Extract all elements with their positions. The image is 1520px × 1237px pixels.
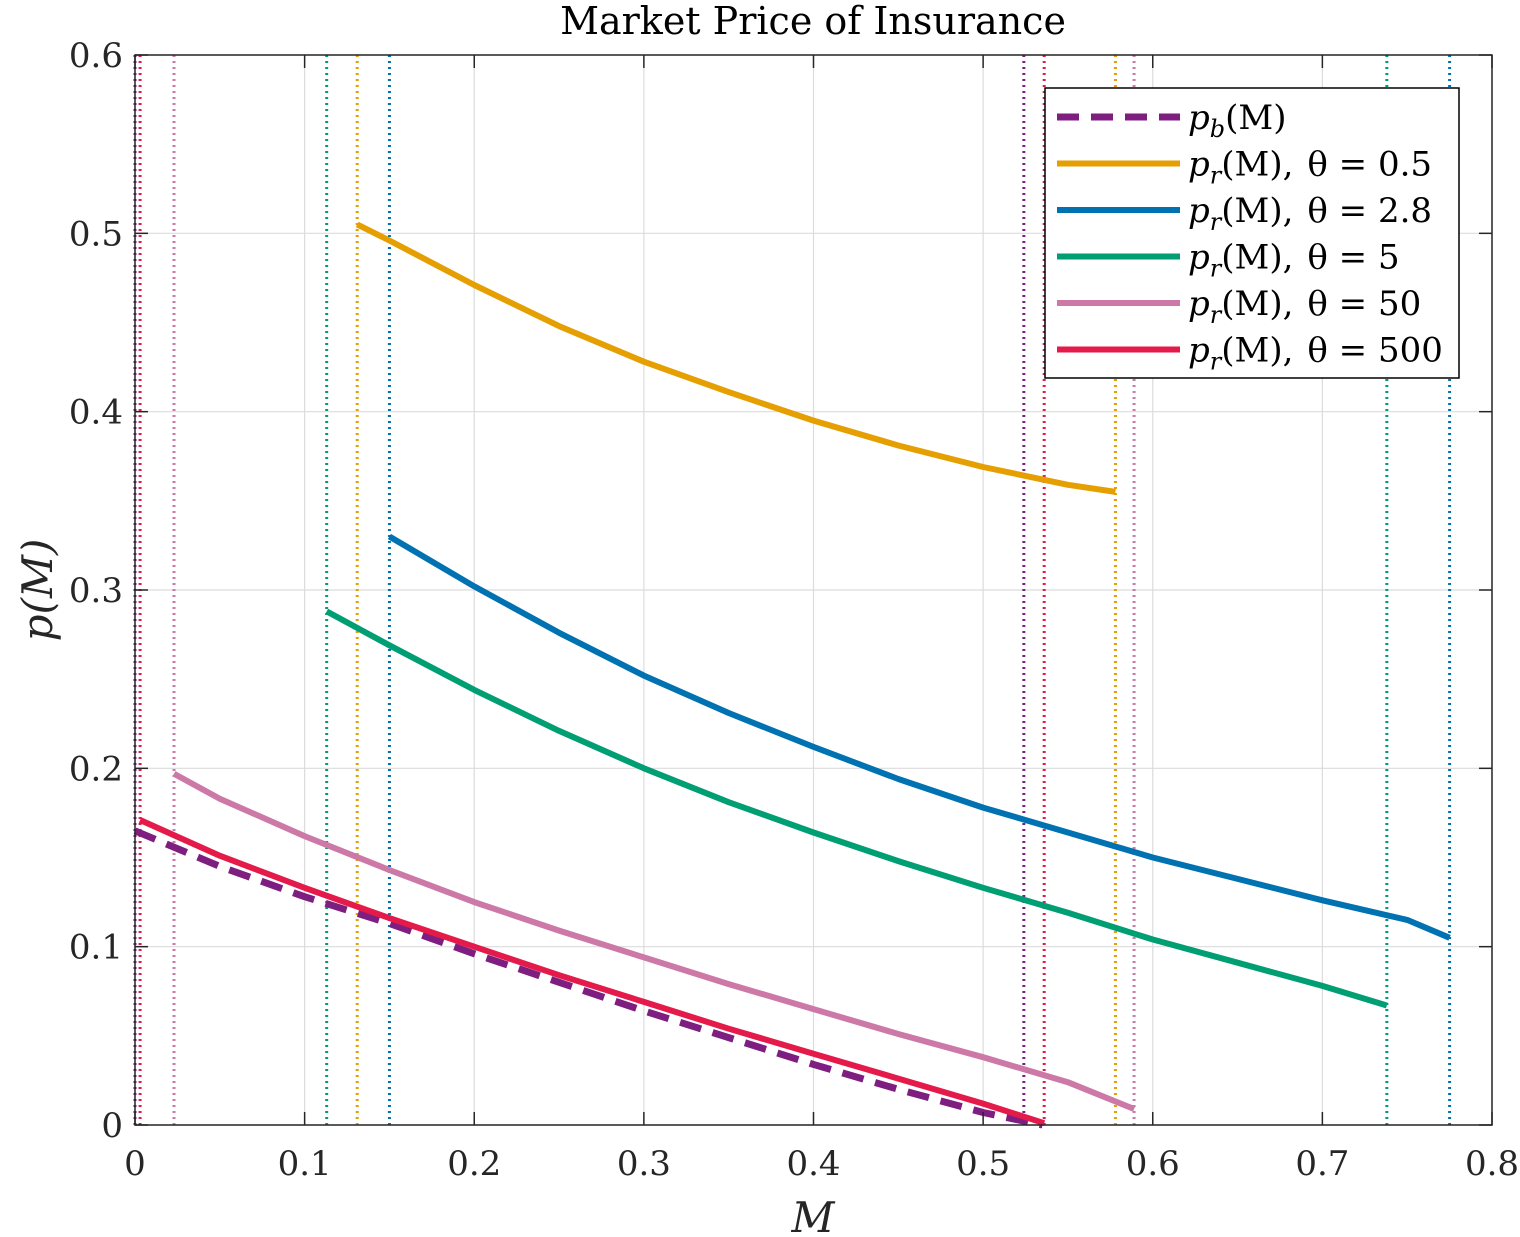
legend-label: pr(M), θ = 5 (1188, 238, 1400, 283)
series-line (133, 827, 1044, 1129)
x-tick-label: 0.5 (956, 1144, 1010, 1184)
legend-arg: (M), (1221, 238, 1293, 278)
series-line (138, 817, 1046, 1127)
legend-arg: (M) (1225, 98, 1286, 138)
y-axis-label: p(M) (13, 539, 62, 642)
legend-theta: θ = 50 (1307, 284, 1421, 324)
x-tick-label: 0.7 (1295, 1144, 1349, 1184)
legend-theta: θ = 2.8 (1307, 191, 1432, 231)
legend-label: pb(M) (1188, 98, 1286, 143)
y-tick-label: 0.2 (69, 749, 123, 789)
legend-arg: (M), (1221, 331, 1293, 371)
bound-lines (133, 55, 1452, 1125)
x-tick-label: 0.2 (447, 1144, 501, 1184)
legend-arg: (M), (1221, 191, 1293, 231)
legend-label: pr(M), θ = 0.5 (1188, 145, 1432, 190)
legend-func: p (1188, 191, 1210, 231)
y-tick-label: 0.5 (69, 214, 123, 254)
y-tick-label: 0.3 (69, 571, 123, 611)
legend-label: pr(M), θ = 500 (1188, 331, 1443, 376)
legend-arg: (M), (1221, 284, 1293, 324)
legend-box (1044, 87, 1460, 379)
y-tick-label: 0 (101, 1106, 123, 1146)
legend-theta: θ = 5 (1307, 238, 1399, 278)
x-tick-label: 0.1 (278, 1144, 332, 1184)
x-axis-label: M (790, 1193, 835, 1237)
ticks: 0 0.1 0.2 0.3 0.4 0.5 0.6 0.7 0.8 0 0.1 0.2 0.3 0.4 0.… (69, 36, 1519, 1184)
legend-sub: r (1210, 162, 1223, 190)
legend-func: p (1188, 284, 1210, 324)
legend-func: p (1188, 145, 1210, 185)
series-line (355, 221, 1116, 495)
series-line (325, 608, 1388, 1009)
y-tick-label: 0.4 (69, 393, 123, 433)
legend-func: p (1188, 238, 1210, 278)
legend-sub: r (1210, 348, 1223, 376)
x-tick-label: 0.8 (1465, 1144, 1519, 1184)
legend-arg: (M), (1221, 145, 1293, 185)
legend-label: pr(M), θ = 2.8 (1188, 191, 1432, 236)
legend-sub: b (1210, 115, 1225, 143)
chart-title: Market Price of Insurance (560, 0, 1066, 43)
x-tick-label: 0 (124, 1144, 146, 1184)
series-line (387, 533, 1451, 941)
legend-sub: r (1210, 255, 1223, 283)
series-line (172, 771, 1136, 1112)
x-tick-label: 0.4 (786, 1144, 840, 1184)
legend: pb(M)pr(M), θ = 0.5pr(M), θ = 2.8pr(M), θ =… (1044, 87, 1460, 379)
legend-func: p (1188, 331, 1210, 371)
y-tick-label: 0.1 (69, 928, 123, 968)
x-tick-label: 0.3 (617, 1144, 671, 1184)
legend-sub: r (1210, 301, 1223, 329)
y-tick-label: 0.6 (69, 36, 123, 76)
series-lines (133, 221, 1451, 1129)
legend-sub: r (1210, 208, 1223, 236)
legend-label: pr(M), θ = 50 (1188, 284, 1421, 329)
legend-theta: θ = 0.5 (1307, 145, 1432, 185)
legend-theta: θ = 500 (1307, 331, 1442, 371)
x-tick-label: 0.6 (1126, 1144, 1180, 1184)
legend-func: p (1188, 98, 1210, 138)
